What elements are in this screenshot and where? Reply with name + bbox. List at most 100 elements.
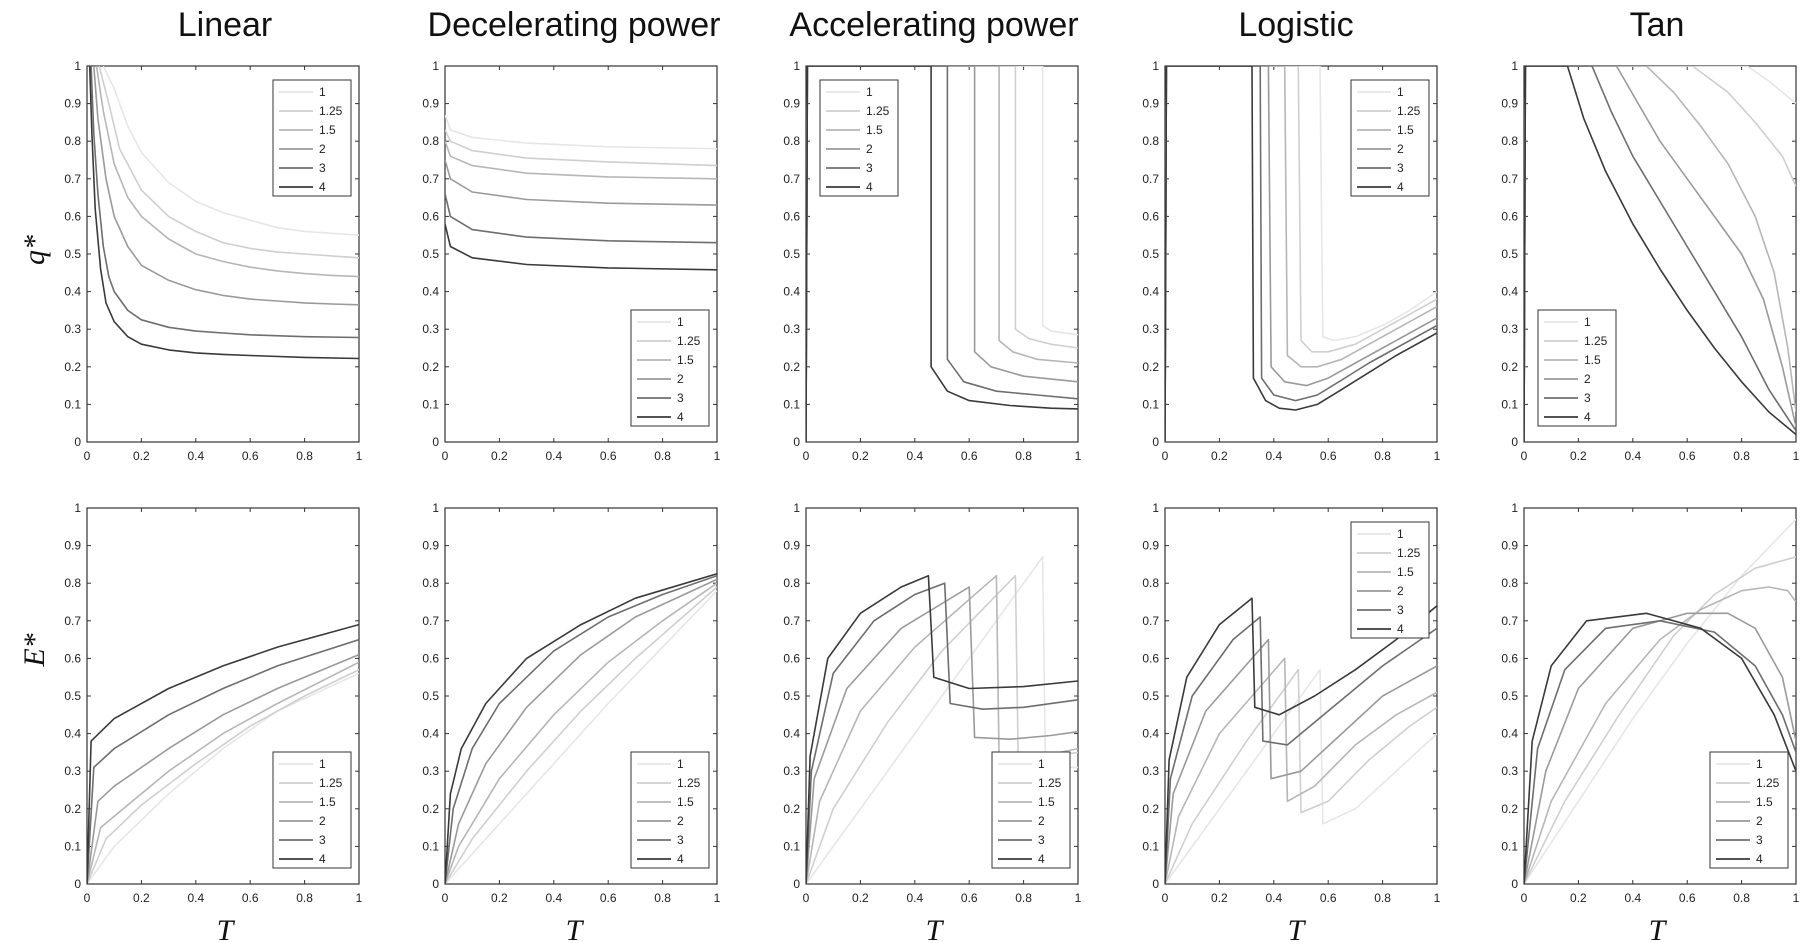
y-tick-label: 0 [793, 877, 800, 891]
y-tick-label: 0.8 [783, 134, 800, 148]
x-tick-label: 0.4 [545, 449, 562, 463]
x-tick-label: 0 [1162, 891, 1169, 905]
x-tick-label: 0.4 [1265, 449, 1282, 463]
series-line-4 [1524, 66, 1796, 442]
legend-entry: 1.25 [1038, 776, 1062, 790]
y-tick-label: 0.9 [64, 539, 81, 553]
column-title-decelerating-power: Decelerating power [428, 6, 721, 44]
legend-entry: 4 [866, 180, 873, 194]
x-tick-label: 0.8 [1733, 891, 1750, 905]
series-line-1.25 [806, 66, 1078, 442]
legend-box [1709, 751, 1789, 869]
series-line-3 [1524, 620, 1796, 884]
x-tick-label: 0.2 [1211, 891, 1228, 905]
legend-entry: 1.5 [1038, 795, 1055, 809]
y-tick-label: 0.8 [1501, 576, 1518, 590]
x-tick-label: 0.2 [491, 891, 508, 905]
series-group [1524, 66, 1796, 442]
series-line-3 [87, 638, 359, 884]
legend-entry: 3 [1756, 833, 1763, 847]
series-line-4 [1524, 612, 1796, 884]
legend-entry: 3 [677, 833, 684, 847]
y-tick-label: 0.6 [422, 209, 439, 223]
x-tick-label: 0.6 [242, 449, 259, 463]
y-tick-label: 1 [432, 59, 439, 73]
series-group [1165, 66, 1437, 442]
series-line-1 [87, 672, 359, 884]
y-tick-label: 0.3 [1142, 764, 1159, 778]
legend-entry: 3 [1038, 833, 1045, 847]
series-line-2 [87, 653, 359, 884]
panel-e-accelerating: 0 0.1 0.2 0.3 0.4 0.5 0.6 0.7 0.8 0.9 1 0 0.2 0.4 0.6 0… [783, 501, 1081, 905]
y-tick-label: 0.4 [64, 285, 81, 299]
panel-e-logistic: 0 0.1 0.2 0.3 0.4 0.5 0.6 0.7 0.8 0.9 1 0 0.2 0.4 0.6 0… [1142, 501, 1440, 905]
y-tick-label: 0.3 [64, 322, 81, 336]
series-line-3 [1524, 66, 1796, 442]
x-tick-label: 0.4 [1265, 891, 1282, 905]
y-tick-label: 0.7 [64, 614, 81, 628]
series-line-1.5 [1524, 586, 1796, 884]
panel-e-tan: 0 0.1 0.2 0.3 0.4 0.5 0.6 0.7 0.8 0.9 1 0 0.2 0.4 0.6 0… [1501, 501, 1799, 905]
y-tick-label: 0.8 [422, 134, 439, 148]
x-tick-label: 0.2 [133, 891, 150, 905]
legend-entry: 3 [866, 161, 873, 175]
y-tick-label: 0.1 [783, 839, 800, 853]
y-tick-label: 0.2 [64, 360, 81, 374]
y-tick-label: 0.5 [1142, 689, 1159, 703]
y-tick-label: 0 [74, 877, 81, 891]
y-tick-label: 0.8 [64, 576, 81, 590]
series-line-2 [806, 66, 1078, 442]
y-tick-label: 0.6 [783, 209, 800, 223]
y-tick-label: 0.2 [64, 802, 81, 816]
series-group [445, 573, 717, 884]
legend-entry: 1.5 [866, 123, 883, 137]
legend-entry: 1.5 [319, 795, 336, 809]
x-tick-label: 1 [714, 891, 721, 905]
legend-entry: 1.25 [677, 776, 701, 790]
x-tick-label: 0.8 [296, 449, 313, 463]
series-line-1.25 [87, 668, 359, 884]
y-tick-label: 0 [1152, 877, 1159, 891]
series-line-1.25 [98, 66, 359, 259]
series-line-1.5 [445, 140, 717, 180]
panel-e-linear: 0 0.1 0.2 0.3 0.4 0.5 0.6 0.7 0.8 0.9 1 0 0.2 0.4 0.6 0… [64, 501, 362, 905]
series-line-4 [445, 223, 717, 271]
y-tick-label: 0.6 [1142, 651, 1159, 665]
legend: 1 1.25 1.5 2 3 4 [630, 309, 710, 427]
y-tick-label: 0.1 [1501, 397, 1518, 411]
x-tick-label: 1 [1075, 891, 1082, 905]
x-axis-label-linear: T [217, 914, 236, 947]
y-tick-label: 0.9 [1142, 539, 1159, 553]
legend: 1 1.25 1.5 2 3 4 [272, 79, 352, 197]
legend-entry: 1.25 [866, 104, 890, 118]
x-tick-label: 0 [1521, 891, 1528, 905]
legend-entry: 1.25 [1397, 546, 1421, 560]
y-tick-label: 0.2 [422, 360, 439, 374]
series-line-1.25 [1165, 66, 1437, 442]
y-tick-label: 0.5 [1501, 689, 1518, 703]
series-line-2 [445, 578, 717, 884]
legend-entry: 1.25 [319, 776, 343, 790]
legend-entry: 1.25 [1756, 776, 1780, 790]
y-tick-label: 0.7 [1501, 614, 1518, 628]
x-tick-label: 0.2 [133, 449, 150, 463]
x-axis-label-logistic: T [1288, 914, 1307, 947]
y-tick-label: 0.9 [64, 97, 81, 111]
series-line-1.25 [445, 129, 717, 167]
y-tick-label: 0.8 [1501, 134, 1518, 148]
y-tick-label: 1 [1511, 501, 1518, 515]
x-tick-label: 1 [1793, 449, 1800, 463]
y-tick-label: 0.4 [64, 727, 81, 741]
y-tick-label: 0.3 [1501, 322, 1518, 336]
series-line-3 [1165, 66, 1437, 442]
series-line-1 [1165, 668, 1437, 884]
y-tick-label: 1 [74, 59, 81, 73]
column-title-tan: Tan [1630, 6, 1685, 44]
legend-entry: 3 [319, 161, 326, 175]
x-tick-label: 0.4 [545, 891, 562, 905]
legend-entry: 1.25 [677, 334, 701, 348]
x-tick-label: 0.2 [852, 891, 869, 905]
y-tick-label: 0.9 [422, 97, 439, 111]
legend-box [1350, 79, 1430, 197]
